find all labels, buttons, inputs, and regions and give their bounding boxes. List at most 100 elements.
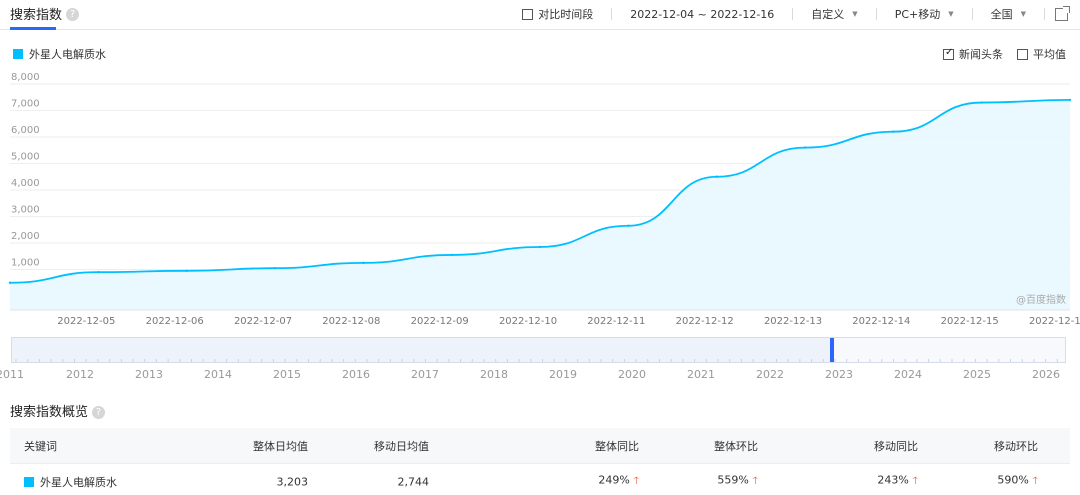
divider: [875, 8, 877, 20]
slider-year-label: 2014: [204, 368, 232, 381]
caret-down-icon: ▼: [1020, 10, 1026, 18]
data-point[interactable]: [273, 266, 277, 270]
data-point[interactable]: [185, 269, 188, 273]
watermark: @百度指数: [1016, 295, 1066, 306]
overview-table-header: 关键词 整体日均值 移动日均值 整体同比 整体环比 移动同比 移动环比: [10, 428, 1070, 464]
data-point[interactable]: [8, 281, 12, 284]
col-keyword: 关键词: [24, 439, 57, 453]
page-title: 搜索指数?: [10, 4, 80, 23]
chart-options: 新闻头条 平均值: [929, 46, 1066, 62]
slider-year-label: 2023: [825, 368, 853, 381]
region-dropdown[interactable]: 全国 ▼: [991, 6, 1026, 22]
compare-label: 对比时间段: [538, 8, 594, 21]
row-mobile-yoy: 243% 🡑: [877, 473, 918, 490]
active-tab-underline: [10, 27, 56, 30]
caret-down-icon: ▼: [948, 10, 954, 18]
search-index-chart[interactable]: 1,000 2,000 3,000 4,000 5,000 6,000 7,000 8,000…: [0, 70, 1080, 330]
custom-range-dropdown[interactable]: 自定义 ▼: [811, 6, 857, 22]
arrow-up-icon: 🡑: [1032, 475, 1038, 486]
col-mobile-yoy: 移动同比: [874, 439, 918, 453]
data-point[interactable]: [97, 270, 100, 274]
slider-ticks: [15, 359, 1058, 362]
date-range-picker[interactable]: 2022-12-04 ~ 2022-12-16: [630, 8, 774, 21]
table-row: 外星人电解质水 3,203 2,744 249% 🡑 559% 🡑 243% 🡑 59…: [10, 468, 1070, 495]
y-tick-label: 7,000: [11, 99, 40, 110]
help-icon[interactable]: ?: [66, 8, 80, 21]
date-range-text: 2022-12-04 ~ 2022-12-16: [630, 7, 775, 21]
x-tick-label: 2022-12-14: [852, 316, 910, 327]
slider-handle[interactable]: [830, 338, 834, 362]
compare-checkbox[interactable]: [522, 8, 534, 20]
data-point[interactable]: [538, 245, 542, 249]
data-point[interactable]: [892, 130, 895, 133]
data-point[interactable]: [1068, 98, 1072, 102]
slider-year-label: 2018: [480, 368, 508, 381]
mobile-yoy-value: 243%: [877, 473, 909, 486]
overview-title: 搜索指数概览?: [10, 401, 106, 420]
divider: [1044, 8, 1045, 20]
slider-year-axis: 2011 2012 2013 2014 2015 2016 2017 2018 2019 2020…: [0, 368, 1080, 382]
y-tick-label: 6,000: [11, 125, 40, 136]
x-tick-label: 2022-12-11: [587, 316, 645, 327]
row-mobile-mom: 590% 🡑: [997, 473, 1038, 490]
y-tick-label: 1,000: [11, 258, 40, 269]
average-toggle[interactable]: 平均值: [1017, 46, 1066, 62]
data-point[interactable]: [980, 101, 983, 104]
y-tick-label: 5,000: [11, 152, 40, 163]
slider-year-label: 2012: [66, 368, 94, 381]
series-swatch: [24, 476, 34, 487]
slider-year-label: 2011: [0, 368, 24, 381]
arrow-up-icon: 🡑: [633, 475, 639, 486]
row-keyword: 外星人电解质水: [24, 474, 117, 490]
row-overall-avg: 3,203: [276, 475, 309, 488]
y-tick-label: 8,000: [11, 72, 40, 83]
x-tick-label: 2022-12-05: [57, 316, 115, 327]
header-bar: 搜索指数? 对比时间段 2022-12-04 ~ 2022-12-16 自定义 …: [0, 0, 1080, 30]
export-icon[interactable]: [1055, 5, 1070, 21]
overview-title-text: 搜索指数概览: [10, 405, 89, 420]
overall-mom-value: 559%: [717, 473, 749, 486]
news-label: 新闻头条: [959, 48, 1003, 61]
slider-year-label: 2015: [273, 368, 301, 381]
data-point[interactable]: [627, 224, 630, 227]
help-icon[interactable]: ?: [92, 406, 106, 419]
y-tick-label: 4,000: [11, 178, 40, 189]
custom-label: 自定义: [811, 8, 845, 21]
average-label: 平均值: [1033, 48, 1066, 61]
slider-year-label: 2026: [1032, 368, 1060, 381]
news-checkbox[interactable]: [943, 47, 954, 60]
x-tick-label: 2022-12-07: [234, 316, 292, 327]
slider-year-label: 2025: [963, 368, 991, 381]
slider-year-label: 2024: [894, 368, 922, 381]
overall-yoy-value: 249%: [598, 473, 630, 486]
x-tick-label: 2022-12-10: [499, 316, 557, 327]
caret-down-icon: ▼: [852, 10, 858, 18]
x-tick-label: 2022-12-12: [676, 316, 734, 327]
time-range-slider[interactable]: [11, 337, 1066, 363]
compare-period-toggle[interactable]: 对比时间段: [522, 6, 593, 22]
page-title-text: 搜索指数: [10, 8, 63, 23]
data-point[interactable]: [715, 175, 718, 178]
chart-legend[interactable]: 外星人电解质水: [13, 46, 106, 62]
news-toggle[interactable]: 新闻头条: [943, 46, 1003, 62]
slider-year-label: 2021: [687, 368, 715, 381]
y-tick-label: 2,000: [11, 231, 40, 242]
row-keyword-text: 外星人电解质水: [40, 475, 117, 489]
mobile-mom-value: 590%: [997, 473, 1029, 486]
x-tick-label: 2022-12-06: [146, 316, 204, 327]
data-point[interactable]: [450, 253, 453, 257]
average-checkbox[interactable]: [1017, 48, 1028, 60]
device-dropdown[interactable]: PC+移动 ▼: [895, 6, 954, 22]
slider-year-label: 2019: [549, 368, 577, 381]
row-mobile-avg: 2,744: [397, 475, 430, 488]
x-tick-label: 2022-12-08: [322, 316, 380, 327]
x-tick-label: 2022-12-13: [764, 316, 822, 327]
slider-year-label: 2017: [411, 368, 439, 381]
slider-year-label: 2020: [618, 368, 646, 381]
data-point[interactable]: [803, 146, 807, 149]
data-point[interactable]: [362, 261, 365, 265]
slider-year-label: 2016: [342, 368, 370, 381]
row-overall-mom: 559% 🡑: [717, 473, 758, 490]
col-mobile-mom: 移动环比: [994, 439, 1038, 453]
slider-year-label: 2022: [756, 368, 784, 381]
